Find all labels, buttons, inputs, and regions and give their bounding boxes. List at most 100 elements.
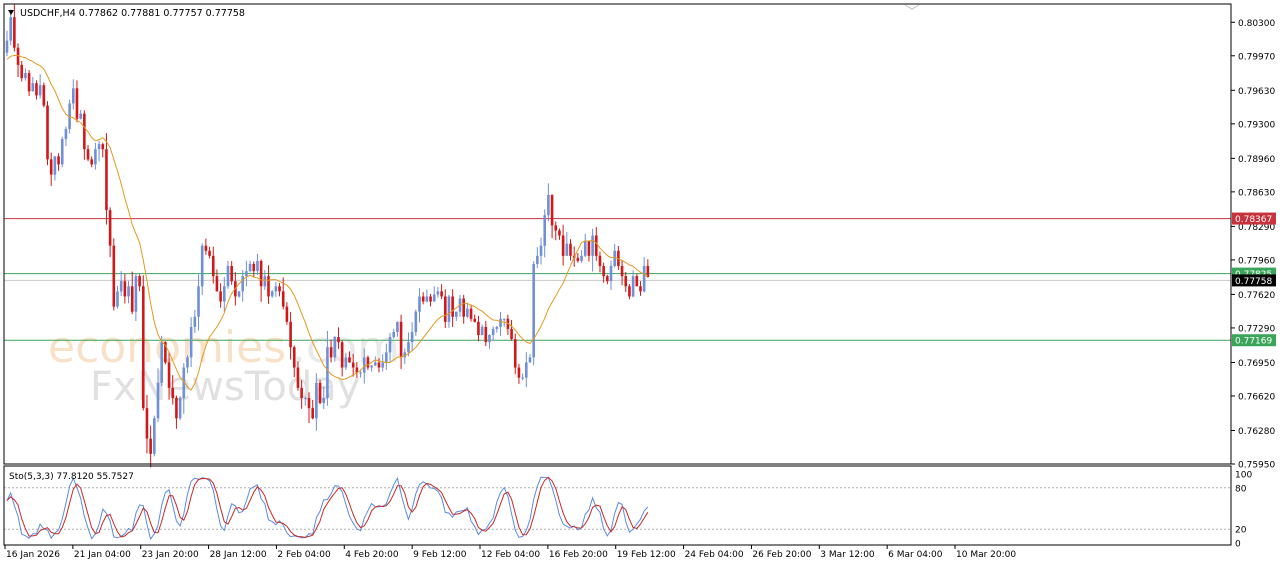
candle-body[interactable]: [259, 260, 263, 287]
candle-body[interactable]: [396, 321, 399, 332]
candle-body[interactable]: [322, 397, 326, 404]
candle-body[interactable]: [432, 294, 436, 302]
candle-body[interactable]: [499, 318, 502, 327]
candle-body[interactable]: [178, 397, 182, 419]
candle-body[interactable]: [351, 362, 355, 368]
candle-body[interactable]: [414, 311, 418, 332]
candle-body[interactable]: [16, 47, 20, 65]
candle-body[interactable]: [134, 276, 138, 312]
candle-body[interactable]: [42, 85, 46, 106]
candle-body[interactable]: [20, 64, 24, 79]
candle-body[interactable]: [64, 128, 68, 140]
candle-body[interactable]: [333, 337, 337, 358]
candle-body[interactable]: [285, 306, 289, 322]
candle-body[interactable]: [525, 362, 528, 378]
candle-body[interactable]: [252, 263, 256, 272]
candle-body[interactable]: [407, 342, 410, 353]
candle-body[interactable]: [425, 296, 429, 302]
candle-body[interactable]: [31, 83, 35, 92]
candle-body[interactable]: [565, 243, 569, 256]
candle-body[interactable]: [326, 347, 329, 398]
candle-body[interactable]: [182, 367, 186, 398]
candle-body[interactable]: [164, 342, 167, 363]
candle-body[interactable]: [344, 357, 348, 368]
scroll-marker-icon[interactable]: [904, 4, 920, 10]
candle-body[interactable]: [141, 286, 145, 409]
candle-body[interactable]: [267, 276, 270, 297]
candle-body[interactable]: [403, 352, 407, 358]
candle-body[interactable]: [642, 265, 646, 292]
candle-body[interactable]: [9, 17, 12, 41]
candle-body[interactable]: [274, 286, 278, 292]
candle-body[interactable]: [639, 286, 642, 292]
candle-body[interactable]: [521, 377, 524, 379]
candle-body[interactable]: [289, 321, 292, 348]
candle-body[interactable]: [591, 235, 594, 256]
candle-body[interactable]: [491, 328, 495, 336]
candle-body[interactable]: [311, 408, 314, 419]
candle-body[interactable]: [547, 194, 550, 216]
candle-body[interactable]: [167, 362, 171, 388]
candle-body[interactable]: [86, 149, 90, 160]
candle-body[interactable]: [226, 265, 230, 287]
candle-body[interactable]: [517, 367, 521, 378]
candle-body[interactable]: [495, 326, 499, 329]
candle-body[interactable]: [399, 321, 403, 358]
candle-body[interactable]: [550, 194, 554, 226]
candle-body[interactable]: [248, 263, 252, 272]
candle-body[interactable]: [105, 149, 108, 211]
candle-body[interactable]: [97, 144, 101, 150]
candle-body[interactable]: [307, 397, 311, 409]
candle-body[interactable]: [53, 156, 57, 175]
candle-body[interactable]: [436, 291, 440, 295]
candle-body[interactable]: [377, 362, 381, 368]
candle-body[interactable]: [587, 240, 591, 256]
candle-body[interactable]: [90, 159, 94, 165]
candle-body[interactable]: [513, 339, 517, 368]
candle-body[interactable]: [108, 210, 112, 246]
candle-body[interactable]: [440, 291, 443, 297]
candle-body[interactable]: [112, 245, 116, 307]
candle-body[interactable]: [606, 276, 609, 282]
candle-body[interactable]: [602, 265, 605, 277]
candle-body[interactable]: [366, 357, 370, 368]
candle-body[interactable]: [57, 156, 60, 165]
candle-body[interactable]: [388, 337, 392, 353]
candle-body[interactable]: [281, 291, 285, 307]
candle-body[interactable]: [219, 291, 222, 302]
candle-body[interactable]: [447, 296, 451, 322]
candle-body[interactable]: [160, 342, 163, 383]
candle-body[interactable]: [245, 271, 248, 277]
candle-body[interactable]: [130, 286, 134, 312]
candle-body[interactable]: [620, 265, 624, 277]
candle-body[interactable]: [510, 328, 513, 340]
candle-body[interactable]: [443, 296, 447, 322]
candle-body[interactable]: [263, 276, 267, 287]
candle-body[interactable]: [35, 83, 38, 96]
candle-body[interactable]: [624, 276, 628, 287]
candle-body[interactable]: [304, 397, 307, 399]
candle-body[interactable]: [292, 347, 296, 368]
candle-body[interactable]: [628, 286, 631, 297]
candle-body[interactable]: [138, 276, 141, 287]
candle-body[interactable]: [359, 372, 362, 374]
candle-body[interactable]: [374, 362, 377, 366]
candle-body[interactable]: [488, 335, 491, 343]
candle-body[interactable]: [466, 308, 469, 317]
candle-body[interactable]: [119, 281, 123, 292]
candle-body[interactable]: [469, 308, 473, 319]
candle-body[interactable]: [646, 265, 650, 278]
candle-body[interactable]: [528, 357, 532, 363]
candle-body[interactable]: [156, 382, 160, 419]
candle-body[interactable]: [576, 257, 580, 261]
candle-body[interactable]: [68, 103, 71, 129]
candle-body[interactable]: [631, 276, 635, 297]
candle-body[interactable]: [230, 265, 233, 282]
candle-body[interactable]: [127, 286, 130, 297]
candle-body[interactable]: [451, 296, 454, 317]
candle-body[interactable]: [278, 286, 281, 292]
candle-body[interactable]: [237, 291, 241, 297]
candle-body[interactable]: [204, 245, 208, 251]
candle-body[interactable]: [554, 225, 558, 231]
